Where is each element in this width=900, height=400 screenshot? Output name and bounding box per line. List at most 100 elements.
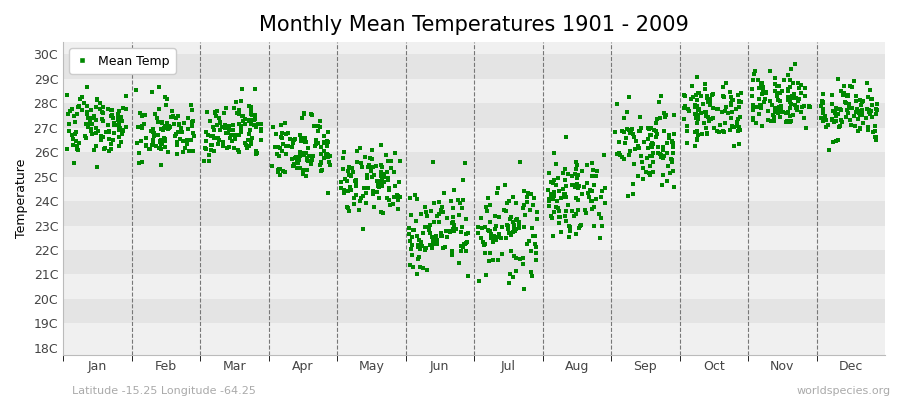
- Point: [155, 140, 169, 147]
- Point: [480, 208, 494, 214]
- Point: [165, 114, 179, 120]
- Point: [677, 105, 691, 112]
- Point: [688, 129, 702, 135]
- Point: [794, 90, 808, 96]
- Point: [355, 164, 369, 170]
- Point: [781, 94, 796, 101]
- Point: [418, 224, 432, 230]
- Point: [219, 105, 233, 111]
- Point: [642, 170, 656, 176]
- Point: [166, 113, 180, 120]
- Point: [374, 164, 389, 170]
- Point: [251, 121, 266, 128]
- Point: [359, 199, 374, 206]
- Point: [814, 115, 829, 121]
- Point: [453, 200, 467, 206]
- Point: [572, 224, 586, 231]
- Point: [361, 185, 375, 191]
- Point: [404, 234, 419, 240]
- Point: [119, 106, 133, 113]
- Point: [716, 128, 731, 134]
- Point: [317, 132, 331, 139]
- Point: [359, 175, 374, 182]
- Point: [152, 84, 166, 90]
- Point: [622, 94, 636, 100]
- Point: [142, 146, 157, 152]
- Point: [769, 108, 783, 114]
- Point: [688, 143, 702, 149]
- Point: [516, 260, 530, 267]
- Point: [65, 132, 79, 138]
- Point: [815, 98, 830, 104]
- Point: [854, 99, 868, 106]
- Point: [746, 115, 760, 122]
- Point: [424, 208, 438, 214]
- Point: [93, 100, 107, 106]
- Point: [482, 258, 497, 264]
- Bar: [63, 250, 885, 274]
- Point: [772, 104, 787, 110]
- Point: [338, 149, 352, 155]
- Point: [770, 90, 785, 96]
- Point: [474, 225, 489, 232]
- Point: [643, 132, 657, 138]
- Point: [649, 134, 663, 140]
- Point: [843, 105, 858, 111]
- Point: [646, 169, 661, 176]
- Point: [479, 272, 493, 278]
- Point: [149, 143, 164, 149]
- Point: [215, 124, 230, 130]
- Point: [287, 161, 302, 167]
- Point: [583, 198, 598, 205]
- Point: [287, 137, 302, 144]
- Point: [457, 240, 472, 247]
- Point: [799, 125, 814, 131]
- Point: [94, 136, 108, 143]
- Point: [282, 143, 296, 149]
- Point: [114, 114, 129, 120]
- Point: [814, 100, 829, 106]
- Point: [490, 234, 504, 240]
- Point: [352, 206, 366, 213]
- Point: [595, 188, 609, 194]
- Point: [644, 152, 658, 159]
- Point: [616, 115, 631, 122]
- Point: [529, 208, 544, 215]
- Point: [854, 102, 868, 108]
- Point: [346, 195, 361, 201]
- Point: [234, 129, 248, 135]
- Point: [698, 81, 712, 88]
- Point: [365, 190, 380, 196]
- Point: [238, 140, 252, 146]
- Point: [783, 84, 797, 91]
- Point: [733, 127, 747, 134]
- Point: [516, 205, 530, 211]
- Point: [868, 106, 883, 112]
- Point: [66, 136, 80, 142]
- Point: [785, 94, 799, 101]
- Point: [547, 177, 562, 184]
- Point: [161, 126, 176, 132]
- Point: [746, 117, 760, 124]
- Bar: [63, 103, 885, 128]
- Point: [479, 204, 493, 211]
- Point: [611, 150, 625, 157]
- Point: [520, 199, 535, 205]
- Point: [362, 162, 376, 168]
- Point: [428, 233, 443, 239]
- Point: [95, 110, 110, 116]
- Point: [102, 148, 116, 154]
- Point: [688, 92, 703, 98]
- Point: [518, 212, 532, 218]
- Point: [213, 127, 228, 133]
- Point: [824, 117, 839, 123]
- Point: [158, 123, 173, 130]
- Point: [549, 161, 563, 168]
- Point: [392, 194, 407, 200]
- Point: [313, 124, 328, 131]
- Point: [745, 106, 760, 113]
- Point: [802, 104, 816, 110]
- Point: [760, 108, 775, 114]
- Point: [641, 136, 655, 142]
- Point: [651, 150, 665, 156]
